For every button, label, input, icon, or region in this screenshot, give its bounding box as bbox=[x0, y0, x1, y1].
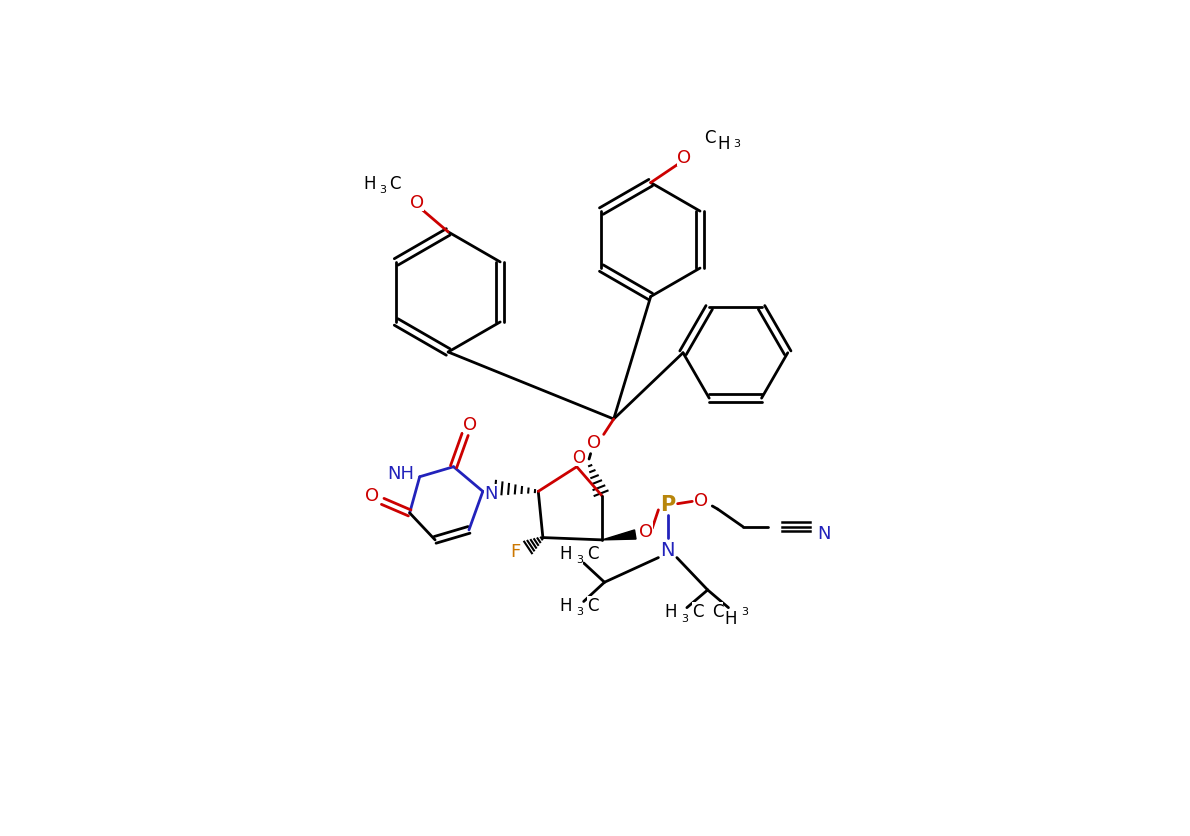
Text: H: H bbox=[363, 175, 376, 192]
Text: F: F bbox=[511, 543, 520, 561]
Text: C: C bbox=[704, 129, 715, 147]
Text: N: N bbox=[818, 524, 831, 543]
Text: O: O bbox=[588, 434, 601, 451]
Text: C: C bbox=[691, 603, 703, 621]
Text: N: N bbox=[660, 541, 675, 560]
Text: O: O bbox=[677, 149, 691, 167]
Text: 3: 3 bbox=[380, 185, 387, 195]
Text: O: O bbox=[695, 492, 708, 509]
Text: 3: 3 bbox=[576, 554, 583, 564]
Text: O: O bbox=[639, 522, 653, 541]
Text: O: O bbox=[463, 415, 477, 433]
Text: O: O bbox=[572, 448, 585, 466]
Text: C: C bbox=[389, 175, 401, 192]
Text: 3: 3 bbox=[681, 613, 688, 623]
Text: N: N bbox=[484, 484, 497, 502]
Text: O: O bbox=[365, 487, 378, 505]
Text: H: H bbox=[664, 603, 677, 621]
Polygon shape bbox=[602, 530, 635, 540]
Text: H: H bbox=[559, 544, 572, 563]
Text: 3: 3 bbox=[741, 607, 749, 617]
Text: O: O bbox=[409, 194, 424, 212]
Text: H: H bbox=[718, 135, 731, 153]
Text: C: C bbox=[712, 603, 724, 621]
Text: C: C bbox=[587, 544, 599, 563]
Text: 3: 3 bbox=[576, 607, 583, 617]
Text: H: H bbox=[559, 597, 572, 614]
Text: C: C bbox=[587, 597, 599, 614]
Text: P: P bbox=[660, 494, 675, 514]
Text: H: H bbox=[725, 609, 737, 627]
Text: NH: NH bbox=[387, 464, 414, 482]
Text: 3: 3 bbox=[733, 139, 740, 149]
